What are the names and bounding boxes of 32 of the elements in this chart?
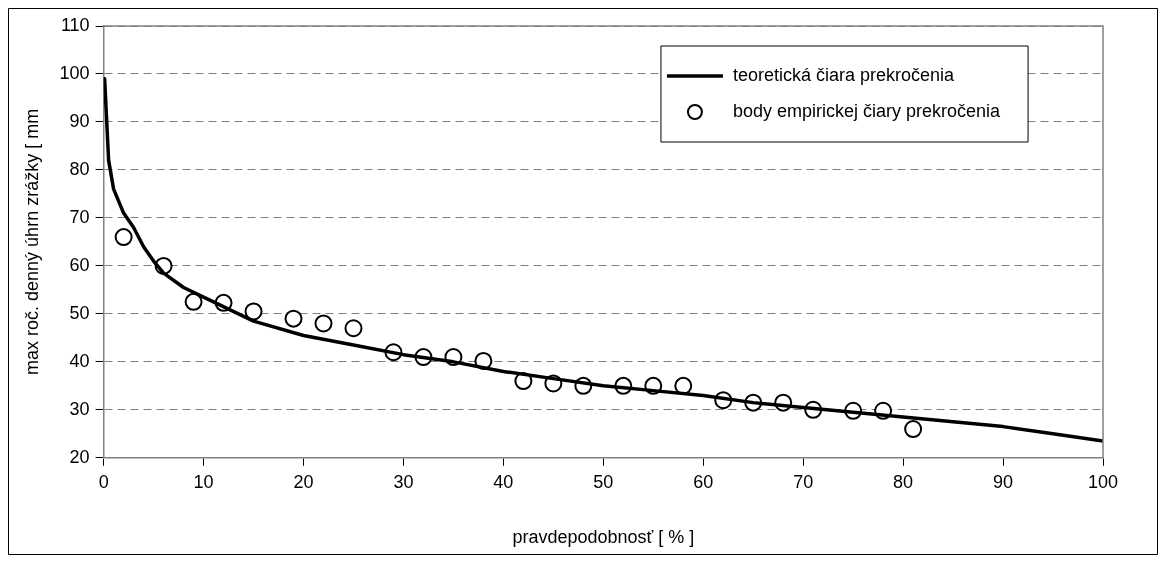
point — [114, 228, 133, 247]
x-axis-title: pravdepodobnosť [ % ] — [512, 527, 695, 548]
legend-label: body empirickej čiary prekročenia — [732, 100, 1002, 121]
x-tick-label: 10 — [193, 471, 214, 492]
point — [904, 420, 923, 439]
y-tick-label: 100 — [59, 62, 90, 83]
point — [244, 302, 263, 321]
x-tick-label: 80 — [893, 471, 914, 492]
y-axis-title: max roč. denný úhrn zrážky [ mm — [21, 108, 42, 375]
point — [184, 292, 203, 311]
x-tick-label: 50 — [593, 471, 614, 492]
x-tick-label: 90 — [993, 471, 1014, 492]
x-tick-label: 40 — [493, 471, 514, 492]
point — [344, 319, 363, 338]
y-tick-label: 40 — [69, 350, 90, 371]
x-tick-label: 30 — [393, 471, 414, 492]
y-tick-label: 60 — [69, 254, 90, 275]
y-tick-label: 50 — [69, 302, 90, 323]
x-tick-label: 70 — [793, 471, 814, 492]
point — [314, 314, 333, 333]
y-tick-label: 110 — [60, 14, 90, 35]
y-tick-label: 30 — [69, 398, 90, 419]
point — [284, 309, 303, 328]
x-tick-label: 60 — [693, 471, 714, 492]
x-tick-label: 0 — [98, 471, 109, 492]
legend-label: teoretická čiara prekročenia — [732, 64, 956, 85]
y-tick-label: 80 — [69, 158, 90, 179]
y-tick-label: 20 — [69, 446, 90, 467]
y-tick-label: 70 — [69, 206, 90, 227]
y-tick-label: 90 — [69, 110, 90, 131]
x-tick-label: 20 — [293, 471, 314, 492]
x-tick-label: 100 — [1087, 471, 1119, 492]
